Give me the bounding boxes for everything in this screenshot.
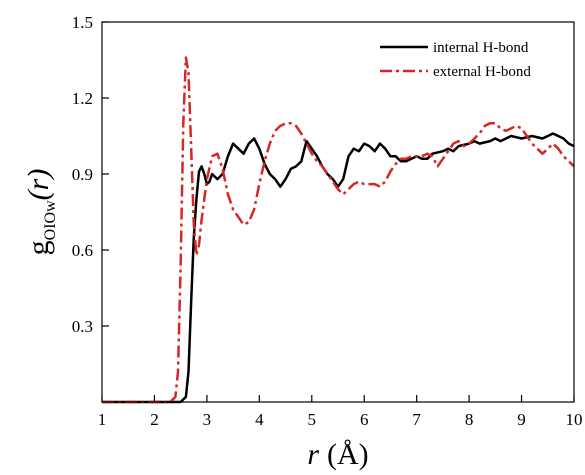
- y-tick-label: 1.2: [72, 89, 93, 108]
- x-tick-label: 4: [255, 410, 264, 429]
- plot-frame: [101, 21, 575, 403]
- x-tick-label: 3: [203, 410, 212, 429]
- series-line-internal: [102, 132, 575, 404]
- x-tick-label: 8: [465, 410, 474, 429]
- x-axis-title: r (Å): [307, 438, 368, 471]
- y-tick-label: 0.6: [72, 241, 93, 260]
- x-tick-label: 5: [308, 410, 317, 429]
- ticks-layer: 1 2 3 4 5 6 7 8 9 10 0.3 0.6 0.9 1.2 1.5: [72, 13, 583, 429]
- x-tick-label: 1: [98, 410, 107, 429]
- y-tick-label: 0.3: [72, 317, 93, 336]
- x-tick-label: 10: [566, 410, 583, 429]
- x-tick-label: 7: [412, 410, 421, 429]
- x-tick-label: 6: [360, 410, 369, 429]
- legend-label-internal: internal H-bond: [433, 40, 529, 56]
- y-axis-title: gOIOw(r): [22, 169, 59, 256]
- series-layer: [102, 56, 575, 404]
- y-axis-title-arg: (r): [22, 169, 55, 201]
- y-axis-title-main: g: [22, 240, 55, 255]
- y-axis-title-subscript: OIOw: [42, 200, 59, 240]
- x-axis-title-variable: r: [307, 438, 319, 471]
- series-line-external: [102, 56, 575, 404]
- legend: internal H-bond external H-bond: [380, 40, 531, 80]
- x-axis-title-unit: (Å): [327, 438, 369, 471]
- legend-label-external: external H-bond: [433, 64, 531, 80]
- x-tick-label: 9: [517, 410, 526, 429]
- y-tick-label: 0.9: [72, 165, 93, 184]
- y-tick-label: 1.5: [72, 13, 93, 32]
- x-tick-label: 2: [150, 410, 159, 429]
